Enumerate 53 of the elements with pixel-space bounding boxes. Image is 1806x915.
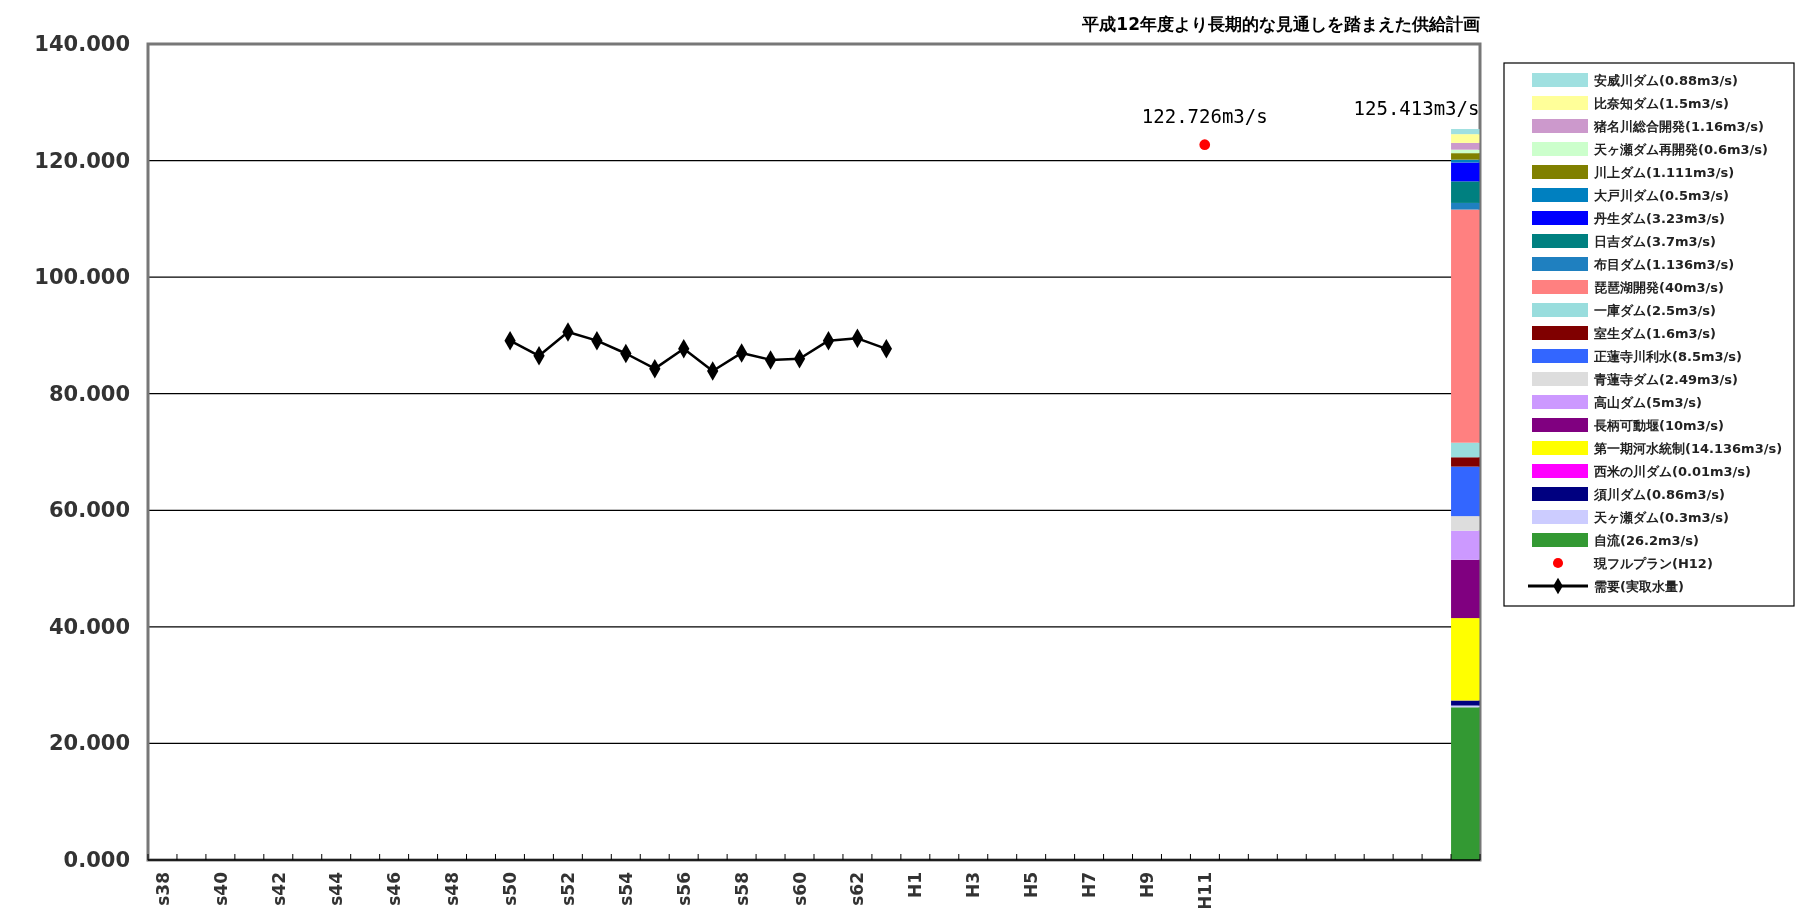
legend-label: 天ヶ瀬ダム再開発(0.6m3/s)	[1593, 142, 1768, 157]
legend-label: 琵琶湖開発(40m3/s)	[1594, 280, 1725, 295]
legend-label: 高山ダム(5m3/s)	[1594, 395, 1703, 410]
y-tick-label: 140.000	[34, 32, 130, 56]
x-tick-label: s60	[789, 871, 810, 906]
x-tick-label: s62	[847, 872, 868, 906]
x-tick-label: s44	[326, 871, 347, 906]
x-tick-label: s46	[384, 872, 405, 906]
legend-label: 布目ダム(1.136m3/s)	[1593, 257, 1735, 272]
x-tick-label: s56	[673, 872, 694, 906]
x-tick-label: H7	[1078, 872, 1099, 899]
x-tick-label: s38	[152, 872, 173, 906]
x-tick-label: H1	[905, 872, 926, 899]
y-tick-label: 20.000	[48, 731, 130, 756]
legend-label: 大戸川ダム(0.5m3/s)	[1594, 188, 1729, 203]
x-tick-label: H3	[963, 872, 984, 899]
y-tick-label: 40.000	[48, 614, 130, 639]
legend-label: 自流(26.2m3/s)	[1594, 533, 1700, 548]
legend-label: 日吉ダム(3.7m3/s)	[1594, 234, 1716, 249]
y-tick-label: 120.000	[34, 148, 130, 173]
legend-label: 青蓮寺ダム(2.49m3/s)	[1593, 372, 1739, 387]
legend-label: 川上ダム(1.111m3/s)	[1593, 165, 1735, 180]
legend-label: 正蓮寺川利水(8.5m3/s)	[1593, 349, 1742, 364]
y-tick-label: 80.000	[48, 381, 130, 406]
y-tick-label: 0.000	[63, 848, 130, 872]
x-tick-label: H5	[1021, 872, 1042, 899]
legend-label: 需要(実取水量)	[1594, 579, 1684, 594]
x-tick-label: s42	[268, 872, 289, 906]
x-tick-label: s40	[210, 871, 231, 906]
legend-label: 天ヶ瀬ダム(0.3m3/s)	[1593, 510, 1729, 525]
legend-label: 長柄可動堰(10m3/s)	[1593, 418, 1725, 433]
x-tick-label: s48	[442, 872, 463, 906]
x-tick-label: s58	[731, 872, 752, 906]
legend-label: 丹生ダム(3.23m3/s)	[1593, 211, 1726, 226]
y-tick-label: 60.000	[48, 498, 130, 523]
legend-label: 一庫ダム(2.5m3/s)	[1594, 303, 1716, 318]
total-label: 125.413m3/s	[1353, 97, 1480, 120]
legend-label: 第一期河水統制(14.136m3/s)	[1593, 441, 1783, 456]
legend-label: 安威川ダム(0.88m3/s)	[1594, 73, 1739, 88]
chart-title: 平成12年度より長期的な見通しを踏まえた供給計画	[1081, 14, 1480, 34]
x-tick-label: s54	[615, 871, 636, 906]
y-tick-label: 100.000	[34, 265, 130, 290]
x-tick-label: s52	[557, 872, 578, 906]
legend-label: 西米の川ダム(0.01m3/s)	[1593, 464, 1752, 479]
legend-label: 猪名川総合開発(1.16m3/s)	[1593, 119, 1765, 134]
legend-label: 須川ダム(0.86m3/s)	[1593, 487, 1726, 502]
legend-label: 比奈知ダム(1.5m3/s)	[1594, 96, 1729, 111]
legend-label: 現フルプラン(H12)	[1593, 556, 1713, 571]
x-tick-label: H11	[1194, 872, 1215, 910]
data-label: 122.726m3/s	[1141, 104, 1268, 127]
x-tick-label: H9	[1136, 872, 1157, 899]
x-tick-label: s50	[500, 871, 521, 906]
legend-label: 室生ダム(1.6m3/s)	[1594, 326, 1716, 341]
